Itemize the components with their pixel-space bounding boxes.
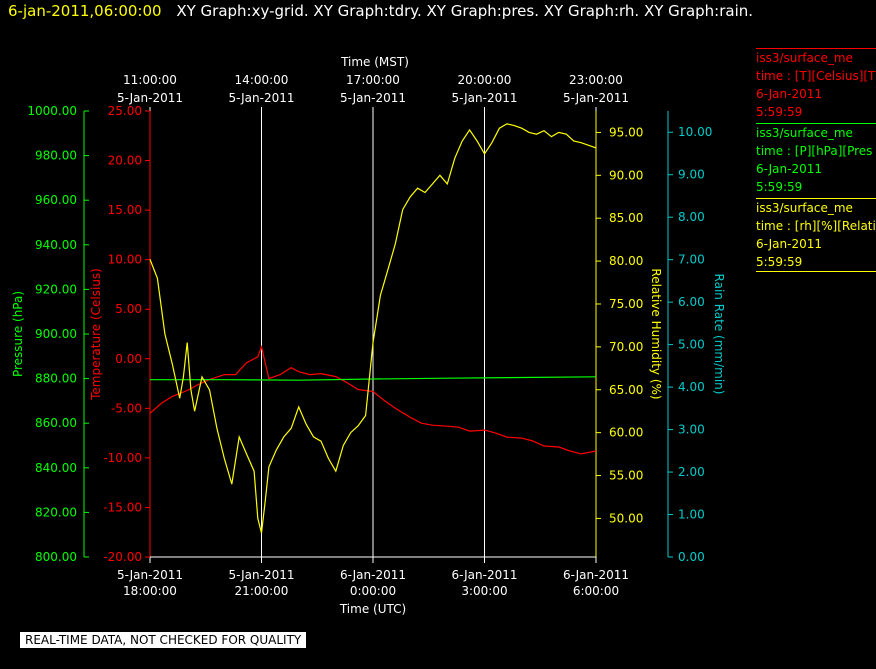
legend-entry-rh: iss3/surface_me time : [rh][%][Relati 6-… bbox=[756, 198, 876, 272]
title-date: 6-jan-2011,06:00:00 bbox=[8, 2, 162, 20]
pressure-tick-label: 940.00 bbox=[35, 238, 77, 252]
rh-tick-label: 60.00 bbox=[609, 426, 643, 440]
rh-tick-label: 90.00 bbox=[609, 168, 643, 182]
rh-tick-label: 95.00 bbox=[609, 125, 643, 139]
rain-tick-label: 10.00 bbox=[678, 125, 712, 139]
top-tick-label-time: 23:00:00 bbox=[569, 73, 623, 87]
pressure-tick-label: 920.00 bbox=[35, 282, 77, 296]
rain-tick-label: 0.00 bbox=[678, 550, 705, 564]
top-tick-label-date: 5-Jan-2011 bbox=[452, 91, 518, 105]
temperature-tick-label: 0.00 bbox=[115, 352, 142, 366]
rh-tick-label: 75.00 bbox=[609, 297, 643, 311]
pressure-tick-label: 820.00 bbox=[35, 505, 77, 519]
legend: iss3/surface_me time : [T][Celsius][T 6-… bbox=[756, 48, 876, 274]
top-tick-label-date: 5-Jan-2011 bbox=[229, 91, 295, 105]
rh-tick-label: 50.00 bbox=[609, 511, 643, 525]
top-tick-label-time: 14:00:00 bbox=[235, 73, 289, 87]
temperature-tick-label: 10.00 bbox=[108, 253, 142, 267]
quality-notice: REAL-TIME DATA, NOT CHECKED FOR QUALITY bbox=[20, 632, 307, 648]
rh-tick-label: 70.00 bbox=[609, 340, 643, 354]
legend-line-1: iss3/surface_me bbox=[756, 201, 853, 215]
x-tick-label-date: 6-Jan-2011 bbox=[563, 568, 629, 582]
rain-tick-label: 3.00 bbox=[678, 423, 705, 437]
legend-line-3: 6-Jan-2011 bbox=[756, 162, 822, 176]
legend-line-4: 5:59:59 bbox=[756, 180, 803, 194]
legend-line-2: time : [T][Celsius][T bbox=[756, 69, 876, 83]
rain-tick-label: 5.00 bbox=[678, 338, 705, 352]
temperature-tick-label: 25.00 bbox=[108, 104, 142, 118]
temperature-tick-label: -5.00 bbox=[111, 401, 142, 415]
legend-line-2: time : [rh][%][Relati bbox=[756, 219, 876, 233]
legend-entry-temperature: iss3/surface_me time : [T][Celsius][T 6-… bbox=[756, 48, 876, 121]
rh-tick-label: 80.00 bbox=[609, 254, 643, 268]
pressure-tick-label: 840.00 bbox=[35, 461, 77, 475]
pressure-tick-label: 800.00 bbox=[35, 550, 77, 564]
top-tick-label-time: 20:00:00 bbox=[458, 73, 512, 87]
title-bar: 6-jan-2011,06:00:00 XY Graph:xy-grid. XY… bbox=[8, 2, 753, 20]
legend-line-3: 6-Jan-2011 bbox=[756, 237, 822, 251]
top-tick-label-date: 5-Jan-2011 bbox=[340, 91, 406, 105]
x-axis-label-utc: Time (UTC) bbox=[339, 602, 406, 616]
temperature-axis-title: Temperature (Celsius) bbox=[89, 268, 103, 401]
x-tick-label-date: 5-Jan-2011 bbox=[117, 568, 183, 582]
legend-line-3: 6-Jan-2011 bbox=[756, 87, 822, 101]
temperature-tick-label: 20.00 bbox=[108, 154, 142, 168]
temperature-tick-label: -15.00 bbox=[103, 500, 142, 514]
top-tick-label-time: 17:00:00 bbox=[346, 73, 400, 87]
x-tick-label-time: 0:00:00 bbox=[350, 584, 396, 598]
pressure-tick-label: 860.00 bbox=[35, 416, 77, 430]
rain-tick-label: 8.00 bbox=[678, 210, 705, 224]
x-axis-label-mst: Time (MST) bbox=[340, 55, 409, 69]
temperature-tick-label: 5.00 bbox=[115, 302, 142, 316]
rain-axis-title: Rain Rate (mm/min) bbox=[712, 274, 726, 395]
pressure-tick-label: 880.00 bbox=[35, 372, 77, 386]
legend-line-4: 5:59:59 bbox=[756, 255, 803, 269]
temperature-tick-label: -10.00 bbox=[103, 451, 142, 465]
x-tick-label-time: 18:00:00 bbox=[123, 584, 177, 598]
x-tick-label-date: 6-Jan-2011 bbox=[340, 568, 406, 582]
legend-line-2: time : [P][hPa][Pres bbox=[756, 144, 873, 158]
rh-tick-label: 85.00 bbox=[609, 211, 643, 225]
rain-tick-label: 2.00 bbox=[678, 465, 705, 479]
rain-tick-label: 4.00 bbox=[678, 380, 705, 394]
temperature-tick-label: -20.00 bbox=[103, 550, 142, 564]
top-tick-label-date: 5-Jan-2011 bbox=[117, 91, 183, 105]
legend-line-1: iss3/surface_me bbox=[756, 126, 853, 140]
rh-axis-title: Relative Humidity (%) bbox=[649, 268, 663, 399]
pressure-tick-label: 960.00 bbox=[35, 193, 77, 207]
pressure-axis-title: Pressure (hPa) bbox=[11, 291, 25, 377]
rain-tick-label: 1.00 bbox=[678, 508, 705, 522]
rh-series-line bbox=[149, 123, 597, 534]
x-tick-label-time: 6:00:00 bbox=[573, 584, 619, 598]
rh-tick-label: 55.00 bbox=[609, 469, 643, 483]
top-tick-label-date: 5-Jan-2011 bbox=[563, 91, 629, 105]
rain-tick-label: 6.00 bbox=[678, 295, 705, 309]
rain-tick-label: 7.00 bbox=[678, 253, 705, 267]
x-tick-label-date: 5-Jan-2011 bbox=[229, 568, 295, 582]
temperature-series-line bbox=[149, 344, 597, 455]
pressure-tick-label: 980.00 bbox=[35, 149, 77, 163]
x-tick-label-date: 6-Jan-2011 bbox=[452, 568, 518, 582]
top-tick-label-time: 11:00:00 bbox=[123, 73, 177, 87]
legend-entry-pressure: iss3/surface_me time : [P][hPa][Pres 6-J… bbox=[756, 123, 876, 196]
legend-line-4: 5:59:59 bbox=[756, 105, 803, 119]
rain-tick-label: 9.00 bbox=[678, 168, 705, 182]
legend-line-1: iss3/surface_me bbox=[756, 51, 853, 65]
temperature-tick-label: 15.00 bbox=[108, 203, 142, 217]
pressure-tick-label: 1000.00 bbox=[27, 104, 77, 118]
pressure-series-line bbox=[150, 376, 597, 381]
pressure-tick-label: 900.00 bbox=[35, 327, 77, 341]
x-tick-label-time: 3:00:00 bbox=[461, 584, 507, 598]
title-graphs: XY Graph:xy-grid. XY Graph:tdry. XY Grap… bbox=[176, 2, 754, 20]
x-tick-label-time: 21:00:00 bbox=[235, 584, 289, 598]
rh-tick-label: 65.00 bbox=[609, 383, 643, 397]
